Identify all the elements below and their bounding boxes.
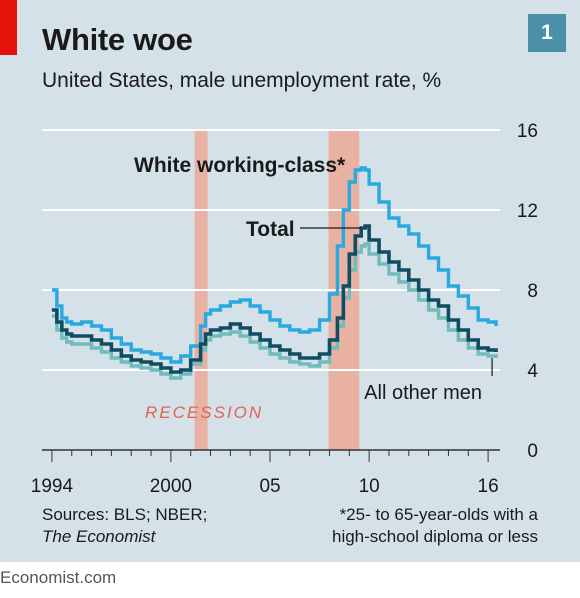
chart-number-badge: 1 — [528, 14, 566, 52]
annotations: White working-class* Total All other men RE… — [134, 154, 493, 422]
site-credit: Economist.com — [0, 568, 117, 587]
footnote-line-1: *25- to 65-year-olds with a — [339, 505, 538, 524]
line-chart: 0 4 8 12 16 1994 2000 05 10 16 White working-clas… — [31, 121, 539, 497]
series-line-total — [51, 224, 498, 374]
y-tick-label-4: 4 — [527, 361, 538, 382]
x-tick-label-10: 10 — [359, 476, 380, 497]
recession-label: RECESSION — [145, 403, 263, 422]
x-tick-label-2000: 2000 — [150, 476, 192, 497]
x-tick-label-1994: 1994 — [31, 476, 74, 497]
series-lines — [51, 166, 498, 380]
chart-subtitle: United States, male unemployment rate, % — [42, 69, 442, 92]
y-tick-label-0: 0 — [527, 441, 538, 462]
series-line-all-other-men — [51, 242, 498, 380]
sources-line: Sources: BLS; NBER; — [42, 505, 208, 524]
chart-panel — [0, 0, 580, 562]
annotation-total: Total — [246, 218, 295, 241]
sources-publication: The Economist — [42, 527, 156, 546]
x-tick-label-16: 16 — [478, 476, 499, 497]
annotation-all-other-men: All other men — [364, 382, 482, 404]
footnote-line-2: high-school diploma or less — [332, 527, 538, 546]
y-tick-label-8: 8 — [527, 281, 538, 302]
annotation-white-working-class: White working-class* — [134, 154, 346, 177]
chart-title: White woe — [42, 22, 193, 57]
y-tick-label-16: 16 — [517, 121, 538, 142]
y-tick-label-12: 12 — [517, 201, 538, 222]
x-tick-label-05: 05 — [259, 476, 280, 497]
axis-ticks: 0 4 8 12 16 1994 2000 05 10 16 — [31, 121, 539, 497]
series-line-white-working-class — [51, 166, 498, 364]
brand-red-tab — [0, 0, 17, 55]
